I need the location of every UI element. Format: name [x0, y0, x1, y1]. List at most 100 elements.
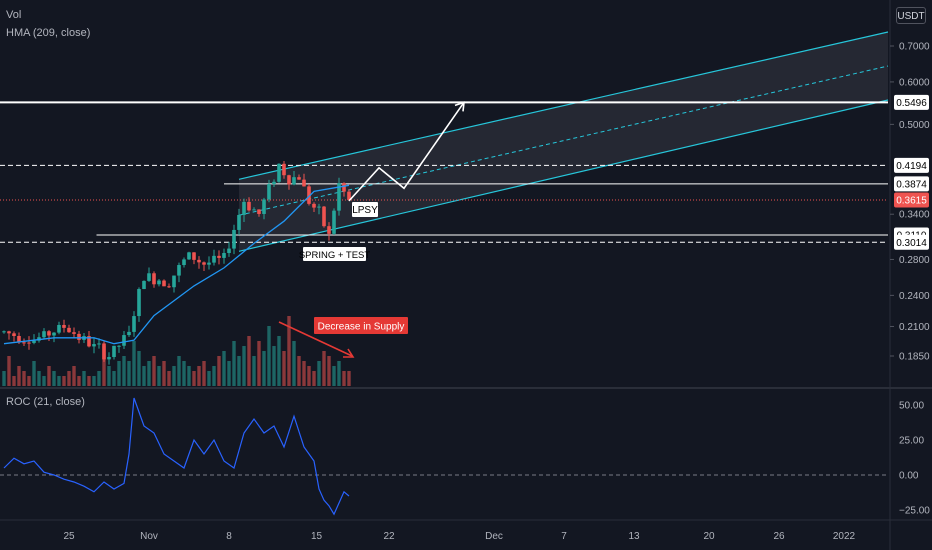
volume-bar — [112, 371, 116, 386]
volume-bar — [292, 341, 296, 386]
date-tick-label: 25 — [63, 531, 75, 542]
price-badge-label: 0.4194 — [896, 161, 927, 172]
candle-body — [92, 344, 96, 347]
candle-body — [87, 336, 91, 347]
roc-tick-label: 50.00 — [899, 401, 924, 412]
volume-bar — [37, 371, 41, 386]
price-badge-bg — [894, 192, 929, 208]
volume-bar — [152, 356, 156, 386]
candle-body — [162, 280, 166, 287]
volume-bar — [287, 316, 291, 386]
candle-body — [332, 210, 336, 234]
volume-bar — [132, 341, 136, 386]
candle-body — [32, 340, 36, 343]
candle-body — [57, 324, 61, 333]
candle-body — [267, 184, 271, 200]
volume-bar — [222, 351, 226, 386]
candle-body — [282, 163, 286, 176]
candle-body — [2, 331, 6, 333]
volume-bar — [147, 361, 151, 386]
candle-body — [227, 248, 231, 254]
volume-bar — [167, 371, 171, 386]
price-tick-label: 0.5000 — [899, 120, 930, 131]
roc-tick-label: −25.00 — [899, 506, 930, 517]
date-tick-label: 8 — [226, 531, 232, 542]
roc-legend: ROC (21, close) — [6, 396, 85, 408]
volume-bar — [302, 361, 306, 386]
candle-body — [42, 331, 46, 338]
price-tick-label: 0.7000 — [899, 42, 930, 53]
candle-body — [182, 259, 186, 266]
candle-body — [197, 259, 201, 263]
candle-body — [277, 163, 281, 182]
volume-bar — [17, 366, 21, 386]
volume-bar — [47, 366, 51, 386]
volume-bar — [52, 371, 56, 386]
candle-body — [187, 252, 191, 260]
date-tick-label: 7 — [561, 531, 567, 542]
candle-body — [172, 275, 176, 288]
volume-bar — [102, 346, 106, 386]
annotation-supply-text: Decrease in Supply — [318, 322, 405, 333]
candle-body — [257, 209, 261, 214]
candle-body — [312, 203, 316, 208]
volume-bar — [217, 356, 221, 386]
volume-bar — [72, 366, 76, 386]
volume-bar — [27, 376, 31, 386]
candle-body — [117, 345, 121, 347]
candle-body — [247, 201, 251, 211]
volume-bar — [12, 376, 16, 386]
volume-bar — [297, 356, 301, 386]
volume-bar — [337, 361, 341, 386]
roc-line — [3, 397, 350, 516]
annotation-spring-text: SPRING + TEST — [299, 250, 371, 261]
channel-fill — [239, 32, 888, 252]
volume-bar — [242, 346, 246, 386]
volume-bar — [172, 366, 176, 386]
candle-body — [72, 332, 76, 334]
volume-bar — [182, 361, 186, 386]
volume-bar — [227, 361, 231, 386]
currency-badge[interactable]: USDT — [896, 7, 926, 24]
volume-legend: Vol — [6, 9, 22, 21]
price-badge-bg — [894, 234, 929, 250]
candle-body — [127, 331, 131, 336]
date-tick-label: 26 — [773, 531, 785, 542]
candle-body — [97, 343, 101, 345]
volume-bar — [197, 366, 201, 386]
volume-bar — [2, 371, 6, 386]
supply-arrow-line — [278, 321, 353, 357]
volume-bar — [137, 351, 141, 386]
date-tick-label: 15 — [311, 531, 323, 542]
candle-body — [112, 345, 116, 358]
volume-bar — [57, 376, 61, 386]
price-badge-label: 0.3874 — [896, 179, 927, 190]
candle-body — [252, 209, 256, 211]
candle-body — [152, 273, 156, 285]
date-tick-label: 20 — [703, 531, 715, 542]
annotation-supply-bg — [314, 317, 408, 334]
volume-bar — [7, 356, 11, 386]
volume-bar — [107, 366, 111, 386]
volume-bar — [82, 371, 86, 386]
price-badge-label: 0.3014 — [896, 238, 927, 249]
date-tick-label: 13 — [628, 531, 640, 542]
candle-body — [297, 177, 301, 180]
candle-body — [177, 265, 181, 276]
volume-bar — [282, 351, 286, 386]
candle-body — [22, 342, 26, 344]
volume-bar — [212, 366, 216, 386]
candle-body — [302, 179, 306, 187]
volume-bar — [162, 361, 166, 386]
candle-body — [322, 206, 326, 227]
volume-bar — [187, 366, 191, 386]
candle-body — [157, 280, 161, 285]
price-tick-label: 0.2800 — [899, 255, 930, 266]
candle-body — [77, 333, 81, 340]
candle-body — [62, 324, 66, 328]
volume-bar — [267, 326, 271, 386]
candle-body — [237, 214, 241, 230]
supply-arrowhead — [343, 348, 355, 358]
